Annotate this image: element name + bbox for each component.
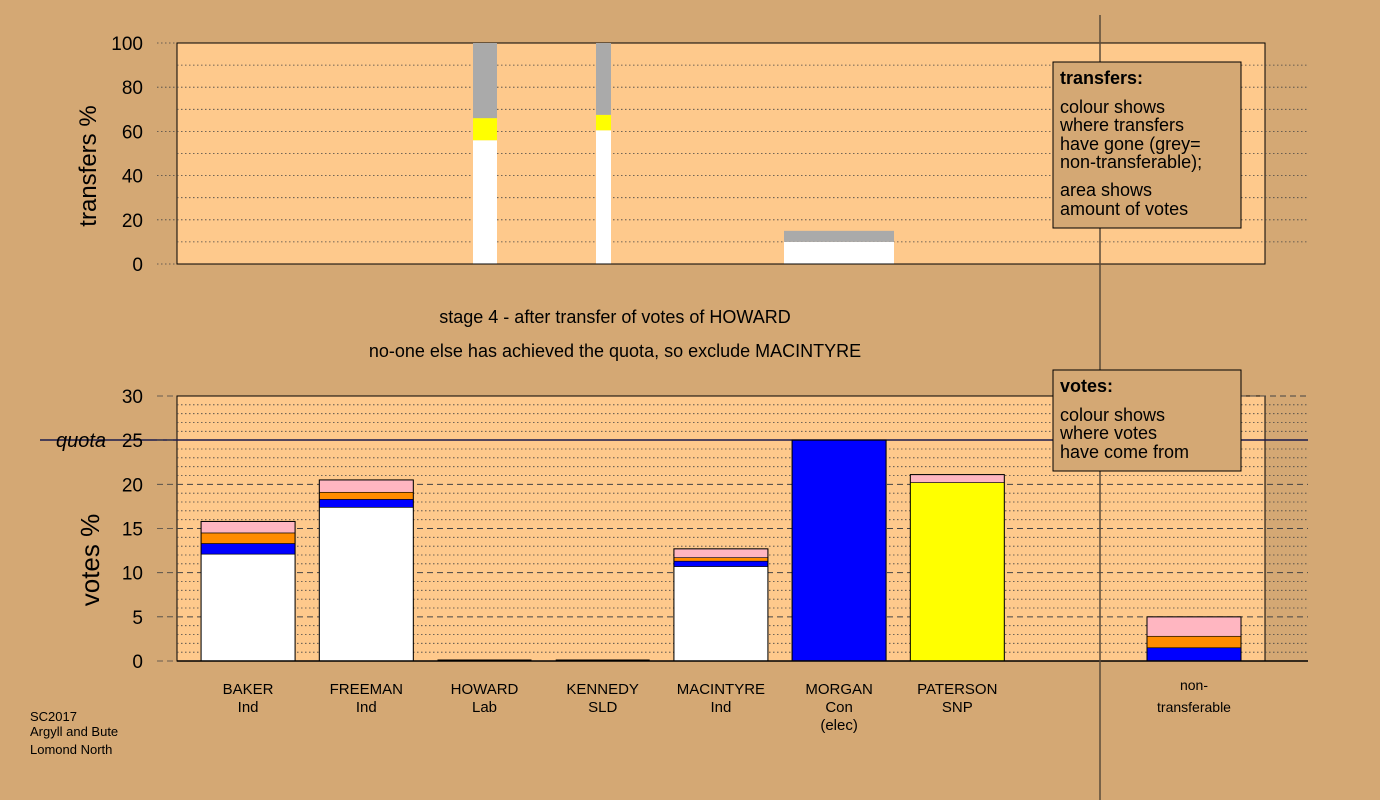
transfer-bar-segment — [596, 114, 611, 131]
transfers-y-ticks: 0 20 40 60 80 100 — [111, 34, 177, 276]
vote-bar-segment — [673, 566, 769, 662]
votes-legend: votes: colour shows where votes have com… — [1052, 369, 1242, 472]
votes-tick-label: 15 — [122, 520, 143, 541]
stage-subtitle: no-one else has achieved the quota, so e… — [369, 341, 861, 361]
transfers-tick-label: 100 — [111, 34, 143, 55]
nontransferable-bar-segment — [1146, 647, 1242, 662]
transfers-tick-label: 40 — [122, 167, 143, 188]
transfers-legend: transfers: colour shows where transfers … — [1052, 61, 1242, 229]
vote-bar-segment — [200, 521, 296, 534]
candidate-party: Lab — [472, 699, 497, 716]
votes-tick-label: 0 — [132, 652, 143, 673]
vote-bar-segment — [318, 506, 414, 662]
transfers-y-axis-label: transfers % — [75, 105, 102, 226]
votes-legend-line: where votes — [1059, 423, 1157, 443]
transfer-bar-segment — [473, 43, 497, 119]
vote-bar-segment — [318, 491, 414, 500]
candidate-party: SLD — [588, 699, 617, 716]
transfer-bar-segment — [596, 130, 611, 264]
vote-bar-segment — [200, 532, 296, 544]
transfers-legend-box — [1052, 61, 1242, 229]
transfers-legend-line: colour shows — [1060, 97, 1165, 117]
vote-bar-segment — [318, 499, 414, 508]
transfer-bar-segment — [784, 230, 894, 242]
votes-tick-label: 10 — [122, 564, 143, 585]
votes-bars — [200, 439, 1242, 662]
transfers-legend-line: area shows — [1060, 180, 1152, 200]
transfer-bar-segment — [473, 118, 497, 141]
vote-bar-segment — [909, 474, 1005, 483]
vote-bar-segment — [200, 553, 296, 662]
transfers-legend-line: non-transferable); — [1060, 152, 1202, 172]
candidate-name: MACINTYRE — [677, 681, 765, 698]
candidate-name: BAKER — [223, 681, 274, 698]
quota-label: quota — [56, 430, 106, 452]
vote-bar-segment — [791, 439, 887, 662]
vote-bar-segment — [909, 482, 1005, 662]
votes-y-ticks: 0 5 10 15 20 25 30 — [122, 387, 177, 673]
candidate-name: FREEMAN — [330, 681, 403, 698]
transfers-legend-line: amount of votes — [1060, 199, 1188, 219]
transfers-tick-label: 0 — [132, 255, 143, 276]
source-line: SC2017 — [30, 709, 77, 724]
candidate-party: Ind — [356, 699, 377, 716]
votes-tick-label: 30 — [122, 387, 143, 408]
vote-bar-segment — [673, 560, 769, 567]
candidate-note: (elec) — [820, 717, 858, 734]
transfers-bars — [473, 43, 894, 264]
candidate-party: SNP — [942, 699, 973, 716]
candidate-labels: BAKERIndFREEMANIndHOWARDLabKENNEDYSLDMAC… — [223, 677, 1232, 734]
candidate-name: PATERSON — [917, 681, 997, 698]
candidate-name: HOWARD — [451, 681, 519, 698]
nontransferable-label: non- — [1180, 677, 1208, 693]
votes-legend-title: votes: — [1060, 376, 1113, 396]
candidate-party: Ind — [710, 699, 731, 716]
vote-bar-segment — [673, 557, 769, 562]
transfer-bar-segment — [784, 241, 894, 264]
transfers-legend-line: where transfers — [1059, 115, 1184, 135]
votes-legend-line: have come from — [1060, 442, 1189, 462]
nontransferable-bar-segment — [1146, 616, 1242, 637]
votes-tick-label: 5 — [132, 608, 143, 629]
source-line: Argyll and Bute — [30, 724, 118, 739]
votes-tick-label: 20 — [122, 475, 143, 496]
candidate-name: KENNEDY — [566, 681, 639, 698]
candidate-party: Ind — [238, 699, 259, 716]
votes-legend-box — [1052, 369, 1242, 472]
transfers-tick-label: 80 — [122, 78, 143, 99]
source-line: Lomond North — [30, 742, 112, 757]
vote-bar-segment — [200, 543, 296, 555]
votes-tick-label: 25 — [122, 431, 143, 452]
transfers-tick-label: 20 — [122, 211, 143, 232]
stage-title: stage 4 - after transfer of votes of HOW… — [439, 307, 790, 327]
transfers-legend-line: have gone (grey= — [1060, 134, 1201, 154]
vote-bar-segment — [673, 548, 769, 558]
candidate-name: MORGAN — [805, 681, 873, 698]
transfers-tick-label: 60 — [122, 122, 143, 143]
transfers-gridlines — [177, 64, 1308, 243]
transfer-bar-segment — [473, 140, 497, 264]
nontransferable-label: transferable — [1157, 699, 1231, 715]
candidate-party: Con — [825, 699, 853, 716]
votes-y-axis-label: votes % — [75, 514, 105, 607]
votes-legend-line: colour shows — [1060, 405, 1165, 425]
transfers-legend-title: transfers: — [1060, 68, 1143, 88]
vote-bar-segment — [318, 479, 414, 493]
transfer-bar-segment — [596, 43, 611, 115]
nontransferable-bar-segment — [1146, 635, 1242, 649]
